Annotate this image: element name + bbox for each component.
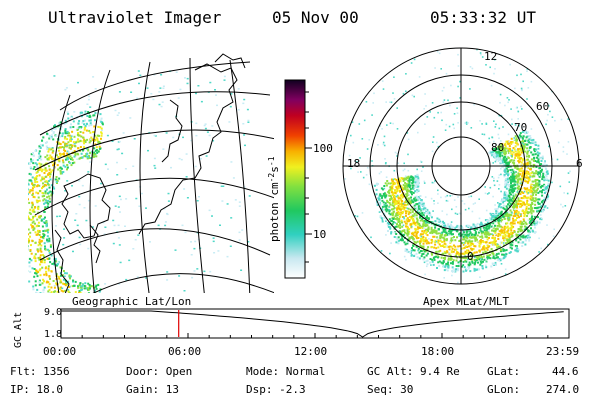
colorbar-tick-10: 10 (313, 228, 326, 241)
info-door: Door: Open (126, 365, 193, 378)
info-ip: IP: 18.0 (10, 383, 63, 396)
geographic-aurora-emission (28, 70, 251, 293)
colorbar-tick-100: 100 (313, 142, 333, 155)
date-label: 05 Nov 00 (272, 8, 359, 27)
mlt-label-18: 18 (347, 157, 360, 170)
mlt-label-0: 0 (467, 250, 474, 263)
info-glon-value: 274.0 (546, 383, 580, 396)
polar-aurora-emission (343, 48, 579, 284)
time-label-0600: 06:00 (168, 345, 202, 358)
time-label: 05:33:32 UT (430, 8, 536, 27)
geographic-grid (34, 57, 274, 293)
time-label-2359: 23:59 (546, 345, 580, 358)
timeline-y-label-bottom: 1.8 (44, 329, 62, 340)
time-label-1200: 12:00 (294, 345, 328, 358)
colorbar: 100 10 photon cm-2s-1 (267, 79, 333, 279)
timeline-y-label-top: 9.0 (44, 307, 62, 318)
mlat-label-60: 60 (536, 100, 549, 113)
timeline-axis-title: GC Alt (13, 312, 24, 348)
info-dsp: Dsp: -2.3 (246, 383, 306, 396)
mlt-label-12: 12 (484, 50, 497, 63)
coastlines (54, 53, 246, 293)
polar-grid (342, 47, 580, 285)
mlat-label-80: 80 (491, 141, 504, 154)
info-mode: Mode: Normal (246, 365, 326, 378)
mlt-label-6: 6 (576, 157, 583, 170)
instrument-title: Ultraviolet Imager (48, 8, 222, 27)
info-flt: Flt: 1356 (10, 365, 70, 378)
altitude-timeline: 9.0 1.8 GC Alt (13, 307, 570, 348)
info-gcalt: GC Alt: 9.4 Re (367, 365, 460, 378)
time-label-1800: 18:00 (421, 345, 455, 358)
mlat-label-70: 70 (514, 121, 527, 134)
altitude-curve (61, 310, 564, 338)
geographic-map (28, 53, 274, 293)
projection-label-left: Geographic Lat/Lon (72, 295, 192, 308)
colorbar-unit: photon cm-2s-1 (267, 156, 281, 242)
polar-plot: 12 18 6 0 60 70 80 (342, 47, 583, 285)
info-gain: Gain: 13 (126, 383, 179, 396)
info-seq: Seq: 30 (367, 383, 414, 396)
info-glat-label: GLat: (487, 365, 521, 378)
info-glon-label: GLon: (487, 383, 521, 396)
time-label-0000: 00:00 (43, 345, 77, 358)
projection-label-right: Apex MLat/MLT (423, 295, 510, 308)
info-glat-value: 44.6 (552, 365, 579, 378)
